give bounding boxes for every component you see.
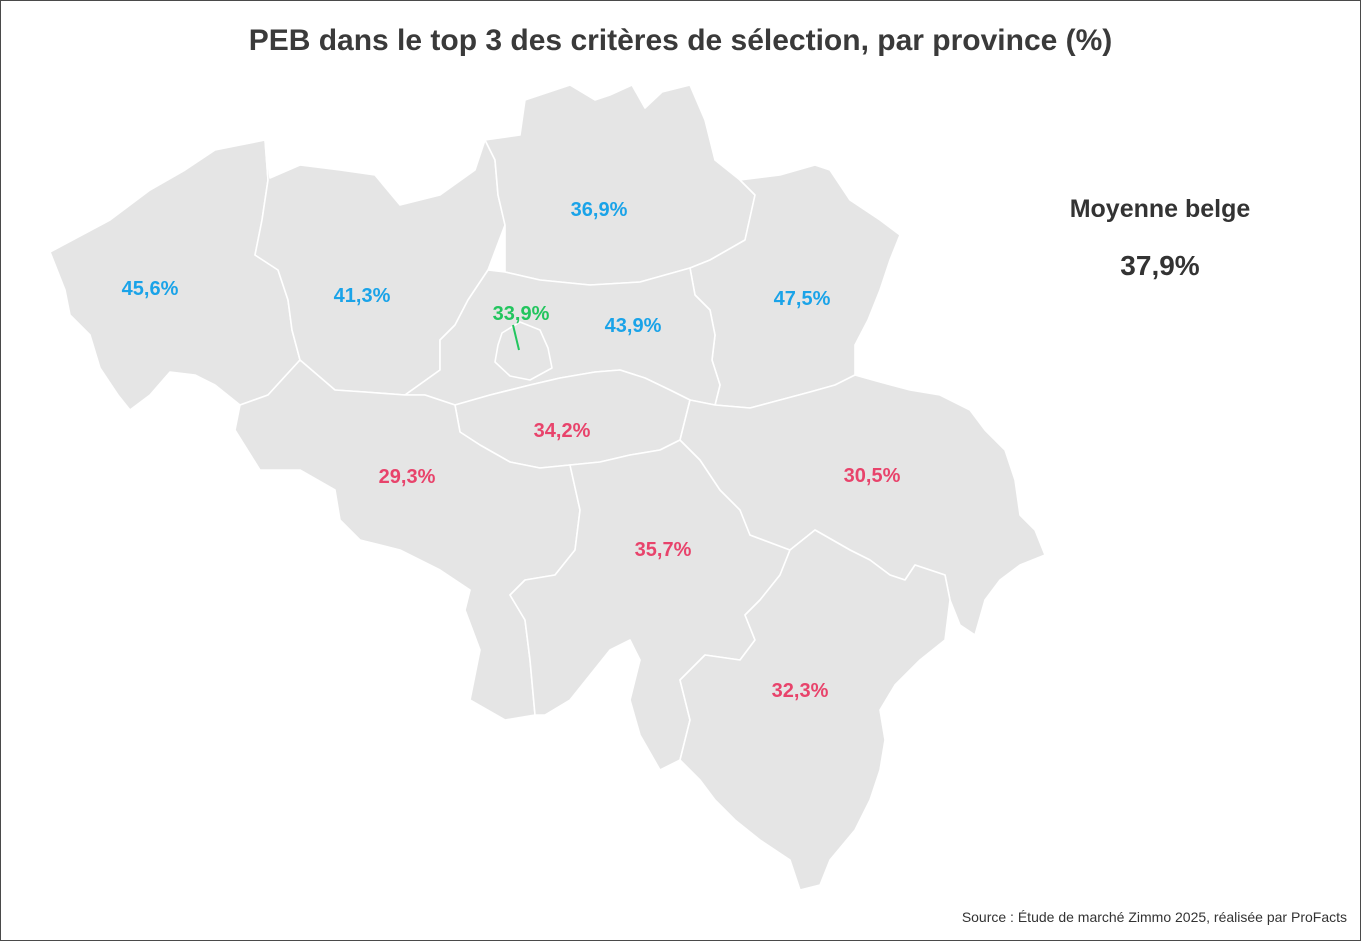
label-antwerp: 36,9% xyxy=(571,199,628,221)
source-note: Source : Étude de marché Zimmo 2025, réa… xyxy=(961,909,1347,925)
label-flemish-brabant: 43,9% xyxy=(605,315,662,337)
province-luxembourg xyxy=(679,529,951,891)
label-luxembourg: 32,3% xyxy=(772,680,829,702)
label-east-flanders: 41,3% xyxy=(334,285,391,307)
label-liege: 30,5% xyxy=(844,465,901,487)
label-hainaut: 29,3% xyxy=(379,466,436,488)
province-antwerp xyxy=(484,84,756,286)
label-walloon-brabant: 34,2% xyxy=(534,420,591,442)
label-namur: 35,7% xyxy=(635,539,692,561)
province-brussels xyxy=(494,321,553,381)
province-west-flanders xyxy=(49,139,301,411)
map-value-labels: 45,6% 41,3% 36,9% 47,5% 43,9% 33,9% 34,2… xyxy=(122,199,901,702)
national-average-value: 37,9% xyxy=(1120,250,1200,281)
national-average-label: Moyenne belge xyxy=(1069,195,1251,223)
brussels-leader-line xyxy=(512,324,520,351)
label-west-flanders: 45,6% xyxy=(122,278,179,300)
map-title: PEB dans le top 3 des critères de sélect… xyxy=(248,24,1113,57)
label-brussels: 33,9% xyxy=(493,303,550,325)
label-limburg: 47,5% xyxy=(774,288,831,310)
